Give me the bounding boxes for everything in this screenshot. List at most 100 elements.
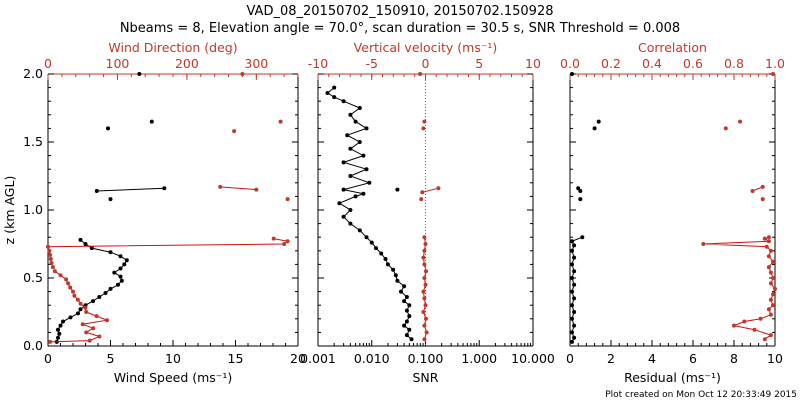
data-point bbox=[570, 239, 574, 244]
top-tick-label: 100 bbox=[106, 56, 130, 71]
data-point bbox=[771, 259, 775, 264]
chart-panel-wind: 0 5 10 15 20 Wind Speed (ms⁻¹) 0 100 200 300 Wind … bbox=[2, 40, 306, 385]
data-point bbox=[424, 316, 428, 321]
data-point bbox=[402, 299, 407, 304]
data-point bbox=[218, 184, 223, 189]
bottom-tick-label: 0.001 bbox=[300, 351, 336, 366]
bottom-tick-label: 0 bbox=[44, 351, 52, 366]
data-point bbox=[768, 333, 773, 338]
top-tick-label: -5 bbox=[366, 56, 378, 71]
data-point bbox=[570, 248, 574, 253]
data-point bbox=[421, 255, 426, 260]
y-tick-label: 2.0 bbox=[23, 66, 43, 81]
data-point bbox=[341, 160, 346, 165]
data-point bbox=[409, 337, 414, 342]
data-point bbox=[570, 262, 574, 267]
data-point bbox=[348, 174, 353, 178]
bottom-tick-label: 10 bbox=[165, 351, 181, 366]
data-point bbox=[353, 194, 358, 199]
data-point bbox=[52, 269, 57, 274]
data-point bbox=[742, 319, 747, 324]
bottom-tick-label: 10.000 bbox=[511, 351, 555, 366]
data-point bbox=[48, 252, 53, 257]
data-point bbox=[738, 119, 743, 124]
top-tick-label: 0 bbox=[44, 56, 52, 71]
data-point bbox=[771, 72, 775, 76]
data-point bbox=[570, 303, 574, 308]
data-point bbox=[56, 335, 60, 340]
bottom-axis-title: Wind Speed (ms⁻¹) bbox=[114, 370, 233, 385]
data-point bbox=[422, 337, 427, 342]
data-point bbox=[285, 197, 290, 202]
data-point bbox=[47, 248, 52, 253]
data-point bbox=[407, 303, 412, 308]
data-point bbox=[66, 281, 71, 286]
data-point bbox=[578, 197, 583, 202]
data-point bbox=[399, 289, 403, 294]
data-point bbox=[78, 307, 83, 312]
data-point bbox=[766, 265, 771, 270]
data-point bbox=[364, 167, 369, 172]
data-point bbox=[108, 197, 113, 202]
y-tick-label: 1.0 bbox=[23, 202, 43, 217]
data-point bbox=[570, 330, 574, 335]
data-point bbox=[422, 323, 427, 328]
data-point bbox=[766, 307, 771, 312]
data-point bbox=[395, 187, 400, 192]
data-point bbox=[395, 278, 400, 283]
data-point bbox=[357, 228, 362, 233]
data-point bbox=[572, 323, 577, 328]
data-point bbox=[80, 322, 85, 327]
data-point bbox=[391, 267, 396, 272]
data-point bbox=[407, 314, 412, 319]
bottom-tick-label: 6 bbox=[689, 351, 697, 366]
data-point bbox=[418, 72, 423, 76]
data-point bbox=[89, 246, 94, 251]
title-line-1: VAD_08_20150702_150910, 20150702.150928 bbox=[247, 4, 554, 19]
data-point bbox=[84, 330, 89, 335]
data-point bbox=[570, 339, 574, 344]
data-point bbox=[325, 91, 330, 95]
data-point bbox=[570, 289, 574, 294]
top-tick-label: 0.6 bbox=[683, 56, 703, 71]
data-point bbox=[103, 291, 108, 295]
data-point bbox=[68, 285, 73, 290]
data-point bbox=[764, 244, 769, 249]
y-tick-label: 0.5 bbox=[23, 270, 43, 285]
data-point bbox=[348, 146, 353, 151]
data-point bbox=[341, 99, 346, 104]
data-point bbox=[419, 197, 424, 202]
top-tick-label: 0.4 bbox=[642, 56, 662, 71]
y-axis-title: z (km AGL) bbox=[2, 176, 17, 245]
bottom-tick-label: 4 bbox=[648, 351, 656, 366]
data-point bbox=[332, 85, 337, 90]
data-point bbox=[572, 335, 577, 340]
data-point bbox=[58, 273, 63, 278]
data-point bbox=[94, 189, 99, 193]
data-point bbox=[162, 186, 167, 191]
data-point bbox=[97, 334, 102, 339]
bottom-axis-title: SNR bbox=[413, 370, 439, 385]
data-point bbox=[278, 119, 283, 124]
data-point bbox=[422, 248, 427, 253]
data-point bbox=[423, 303, 428, 308]
data-point bbox=[422, 235, 427, 240]
data-point bbox=[78, 237, 83, 242]
data-point bbox=[404, 319, 409, 324]
data-point bbox=[404, 295, 409, 299]
data-point bbox=[149, 119, 154, 124]
data-point bbox=[578, 189, 583, 193]
series-line-vertical-velocity bbox=[422, 187, 439, 193]
data-point bbox=[379, 251, 384, 256]
data-point bbox=[424, 269, 428, 274]
top-tick-label: 0.0 bbox=[560, 56, 580, 71]
data-point bbox=[285, 239, 290, 244]
top-tick-label: 5 bbox=[475, 56, 483, 71]
data-point bbox=[97, 295, 102, 299]
data-point bbox=[232, 129, 237, 134]
data-point bbox=[137, 72, 142, 76]
data-point bbox=[118, 266, 123, 271]
data-point bbox=[758, 316, 763, 321]
data-point bbox=[271, 236, 276, 241]
